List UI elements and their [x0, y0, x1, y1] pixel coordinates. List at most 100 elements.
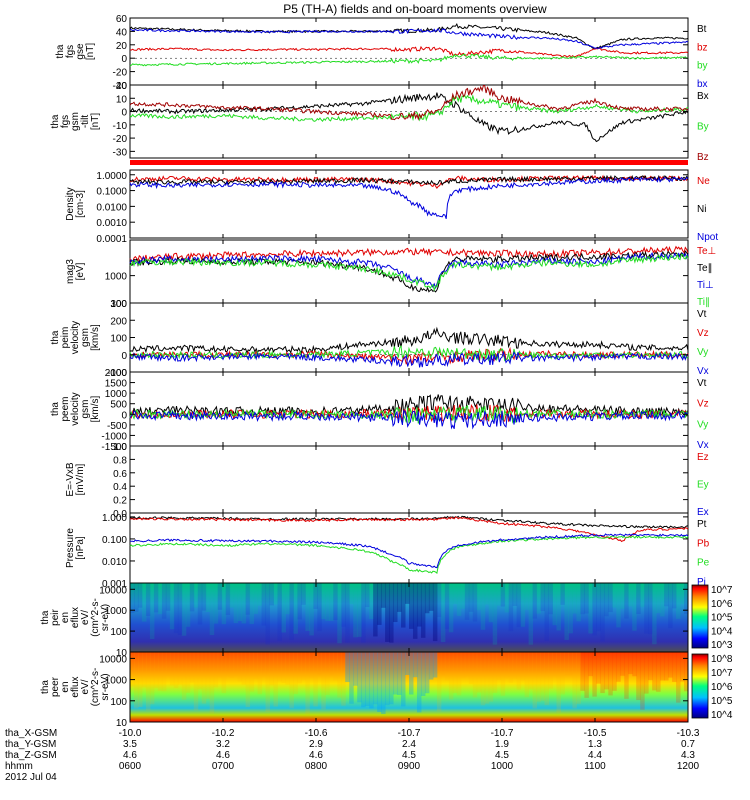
- y-tick-label: -100: [107, 368, 127, 379]
- panel-frame: [129, 512, 689, 584]
- spectrogram-texture: [672, 652, 677, 682]
- y-axis-label: [nPa]: [75, 536, 86, 560]
- x-row-value: 4.6: [123, 750, 137, 761]
- spectrogram-texture: [265, 652, 270, 712]
- y-axis-label: peim: [60, 327, 71, 349]
- spectrogram-texture: [604, 652, 609, 690]
- y-tick-label: -1000: [101, 431, 127, 442]
- y-axis-label: gse: [75, 43, 86, 60]
- spectrogram-texture: [484, 652, 490, 704]
- y-tick-label: 1.0000: [96, 171, 127, 182]
- panel-peer_spectrogram: 10^4 10^5 10^6 10^7 10^8 10 100 1000 10000 tha pee…: [40, 651, 733, 729]
- spectrogram-texture: [676, 583, 681, 619]
- spectrogram-texture: [285, 652, 290, 685]
- spectrogram-texture: [289, 583, 294, 641]
- spectrogram-texture: [460, 652, 466, 679]
- spectrogram-texture: [476, 583, 482, 611]
- series-line-by: [129, 53, 689, 67]
- spectrogram-texture: [572, 652, 577, 709]
- spectrogram-texture: [217, 583, 223, 610]
- y-tick-label: 0.010: [102, 557, 127, 568]
- x-row-value: 4.4: [588, 750, 602, 761]
- spectrogram-texture: [293, 652, 298, 695]
- spectrogram-texture: [325, 583, 330, 621]
- spectrogram-texture: [233, 652, 239, 676]
- spectrogram-texture: [440, 652, 446, 674]
- y-tick-label: 100: [110, 627, 127, 638]
- spectrogram-texture: [341, 652, 346, 706]
- spectrogram-texture: [488, 583, 494, 623]
- y-axis-label: [nT]: [85, 43, 96, 60]
- spectrogram-texture: [353, 583, 358, 638]
- spectrogram-texture: [520, 652, 526, 681]
- spectrogram-texture: [173, 652, 179, 689]
- y-axis-label: tha: [50, 330, 61, 344]
- legend-label-Te∥: Te∥: [697, 263, 713, 274]
- spectrogram-texture: [608, 652, 613, 696]
- spectrogram-texture: [249, 652, 255, 692]
- y-axis-label: eflux: [70, 607, 81, 628]
- spectrogram-texture: [420, 652, 426, 696]
- spectrogram-texture: [157, 652, 163, 691]
- y-tick-label: -30: [113, 147, 128, 158]
- y-tick-label: 0.1000: [96, 187, 127, 198]
- spectrogram-texture: [624, 583, 629, 619]
- x-row-value: 2.4: [402, 739, 416, 750]
- spectrogram-texture: [468, 583, 474, 612]
- y-tick-label: 1.0: [113, 442, 127, 453]
- spectrogram-texture: [189, 583, 195, 612]
- spectrogram-peir_spectrogram: [130, 583, 688, 652]
- spectrogram-texture: [145, 652, 151, 711]
- colorbar-tick-label: 10^7: [711, 668, 733, 679]
- series-line-Vz: [129, 403, 689, 423]
- spectrogram-texture: [177, 583, 183, 635]
- series-line-Pi: [129, 533, 689, 569]
- panel-peir_spectrogram: 10^3 10^4 10^5 10^6 10^7 10 100 1000 10000 tha pei…: [40, 582, 733, 659]
- legend-label-Vy: Vy: [697, 347, 708, 358]
- spectrogram-texture: [536, 583, 542, 614]
- x-row-value: 0800: [305, 761, 328, 772]
- spectrogram-texture: [269, 583, 274, 606]
- x-row-value: -10.6: [305, 728, 328, 739]
- spectrogram-texture: [313, 583, 318, 609]
- legend-label-Vz: Vz: [697, 399, 709, 410]
- y-axis-label: eflux: [70, 676, 81, 697]
- spectrogram-texture: [516, 583, 522, 628]
- legend-label-bx: bx: [697, 79, 708, 90]
- spectrogram-texture: [632, 583, 637, 631]
- spectrogram-texture: [552, 652, 557, 675]
- panel-density: Ne Ni Npot 0.0001 0.0010 0.0100 0.1000 1.0000 De…: [65, 169, 718, 245]
- y-tick-label: 0.0010: [96, 218, 127, 229]
- spectrogram-texture: [137, 652, 143, 708]
- spectrogram-texture: [153, 583, 159, 613]
- series-line-bx: [129, 27, 689, 50]
- spectrogram-texture: [592, 652, 597, 697]
- spectrogram-texture: [221, 583, 227, 625]
- x-row-value: -10.5: [584, 728, 607, 739]
- spectrogram-texture: [440, 583, 446, 643]
- y-axis-label: en: [60, 612, 71, 623]
- spectrogram-texture: [273, 583, 278, 605]
- spectrogram-texture: [656, 583, 661, 614]
- spectrogram-texture: [608, 583, 613, 613]
- series-line-Ti∥: [129, 253, 689, 292]
- spectrogram-texture: [464, 652, 470, 677]
- spectrogram-texture: [664, 583, 669, 607]
- spectrogram-texture: [508, 652, 514, 683]
- spectrogram-texture: [205, 652, 211, 699]
- spectrogram-texture: [632, 652, 637, 677]
- spectrogram-texture: [644, 652, 649, 694]
- y-tick-label: 0.4: [113, 482, 127, 493]
- spectrogram-texture: [253, 583, 259, 614]
- spectrogram-texture: [552, 583, 557, 626]
- y-tick-label: 0.001: [102, 579, 127, 590]
- spectrogram-texture: [357, 652, 362, 703]
- y-axis-label: Pressure: [65, 528, 76, 568]
- y-tick-label: 0.0001: [96, 234, 127, 245]
- colorbar: [691, 653, 709, 719]
- y-tick-label: 0: [121, 108, 127, 119]
- spectrogram-texture: [233, 583, 239, 624]
- legend-label-Te⊥: Te⊥: [697, 246, 716, 257]
- legend-label-Vy: Vy: [697, 419, 708, 430]
- y-axis-label: tha: [55, 44, 66, 58]
